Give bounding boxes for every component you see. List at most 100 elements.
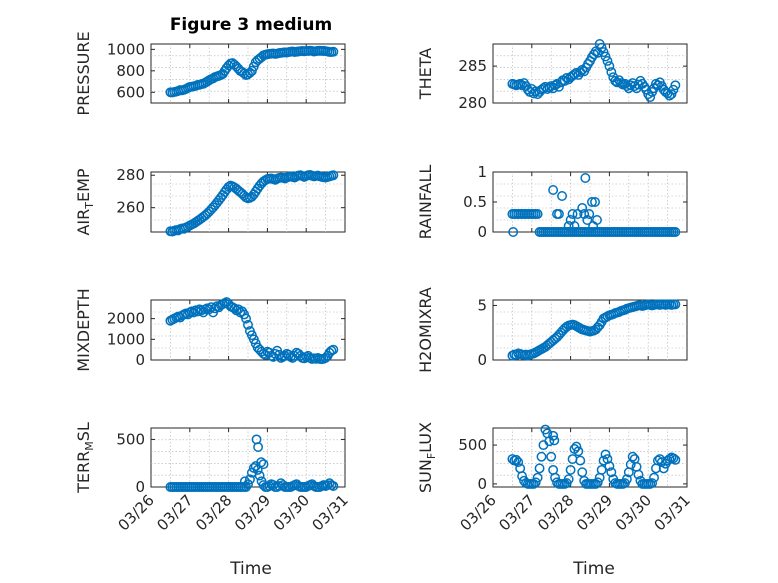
data-point [604, 461, 615, 471]
data-point [241, 482, 252, 492]
data-point [621, 474, 632, 485]
data-point [592, 477, 603, 488]
data-point [569, 221, 580, 231]
x-tick-label: 03/26 [457, 491, 500, 534]
subplot-terr-msl: 0 500 TERRMSL 03/2603/2703/2803/2903/3003/3… [74, 422, 352, 534]
y-axis-label: SUNFLUX [416, 422, 438, 493]
data-point [596, 42, 607, 53]
x-tick-label: 03/31 [651, 491, 694, 534]
data-point [210, 303, 220, 314]
data-point [572, 209, 583, 219]
data-point [534, 463, 545, 474]
data-point [668, 84, 679, 95]
subplot-theta: 280 285 THETA [416, 39, 688, 112]
data-point [567, 209, 578, 219]
data-point [549, 435, 560, 446]
y-axis-label: H2OMIXRA [416, 287, 435, 373]
data-point [647, 478, 658, 489]
y-tick-label: 260 [116, 199, 145, 217]
data-point [602, 454, 613, 465]
y-tick-label: 0 [135, 351, 145, 369]
data-point [598, 47, 609, 58]
y-axis-label: MIXDEPTH [74, 288, 93, 371]
x-tick-label: 03/30 [612, 491, 655, 534]
x-tick-label: 03/27 [495, 491, 538, 534]
data-point [584, 209, 595, 219]
data-point [670, 299, 681, 310]
data-point [575, 455, 586, 466]
y-axis-label: THETA [416, 48, 435, 100]
x-tick-label: 03/29 [231, 491, 274, 534]
data-point [666, 89, 677, 100]
x-axis-label-right: Time [572, 559, 615, 579]
data-point [590, 197, 600, 207]
data-point [573, 446, 584, 457]
y-axis-label: AIRTEMP [74, 168, 96, 235]
data-point [606, 467, 617, 478]
data-point [670, 454, 681, 465]
data-point [322, 480, 333, 491]
data-point [546, 451, 557, 462]
data-point [577, 203, 588, 213]
data-point [241, 313, 252, 324]
y-tick-label: 0 [477, 475, 487, 493]
data-point [561, 72, 572, 83]
data-point [243, 319, 253, 330]
y-tick-label: 500 [458, 436, 487, 454]
data-point [532, 209, 543, 219]
data-point [600, 449, 611, 460]
data-point [508, 227, 519, 237]
subplot-sun-flux: 0 500 SUNFLUX 03/2603/2703/2803/2903/3003/3… [416, 422, 694, 534]
subplot-h2omixra: 0 5 H2OMIXRA [416, 287, 688, 373]
data-point [649, 472, 659, 483]
data-point [536, 451, 547, 462]
x-tick-label: 03/28 [534, 491, 577, 534]
data-point [507, 454, 518, 465]
y-tick-label: 1000 [107, 330, 145, 348]
data-point [586, 197, 597, 207]
x-tick-label: 03/28 [192, 491, 235, 534]
data-point [627, 451, 638, 462]
data-point [579, 209, 590, 219]
data-point [530, 477, 541, 488]
y-tick-label: 1000 [107, 40, 145, 58]
subplot-rainfall: 0 0.5 1 RAINFALL [416, 163, 688, 241]
data-point [328, 481, 339, 491]
data-point [544, 82, 555, 93]
data-point [606, 67, 617, 77]
data-point [604, 61, 615, 72]
data-point [256, 457, 267, 468]
data-point [582, 215, 593, 225]
axes-frame [150, 299, 346, 361]
data-point [515, 78, 526, 89]
y-axis-label: TERRMSL [74, 422, 96, 494]
data-point [645, 92, 656, 103]
y-tick-label: 600 [116, 83, 145, 101]
data-point [670, 227, 681, 237]
data-point [602, 56, 613, 66]
x-axis-label-left: Time [229, 559, 272, 579]
y-axis-label: RAINFALL [416, 165, 435, 240]
data-point [668, 453, 679, 464]
data-point [254, 470, 265, 481]
data-point [557, 191, 568, 201]
data-point [513, 457, 524, 468]
y-tick-label: 2000 [107, 310, 145, 328]
data-point [596, 464, 607, 475]
x-tick-label: 03/26 [115, 491, 158, 534]
figure-title: Figure 3 medium [170, 15, 332, 35]
x-tick-label: 03/29 [573, 491, 616, 534]
subplot-air-temp: 260 280 AIRTEMP [74, 166, 346, 237]
data-point [569, 69, 580, 80]
data-point [511, 454, 522, 465]
data-point [548, 430, 559, 441]
y-tick-label: 0 [135, 478, 145, 496]
data-point [563, 221, 574, 231]
y-tick-label: 0 [477, 223, 487, 241]
x-tick-label: 03/27 [153, 491, 196, 534]
data-point [258, 459, 269, 470]
data-point [328, 46, 339, 57]
data-point [328, 170, 339, 181]
